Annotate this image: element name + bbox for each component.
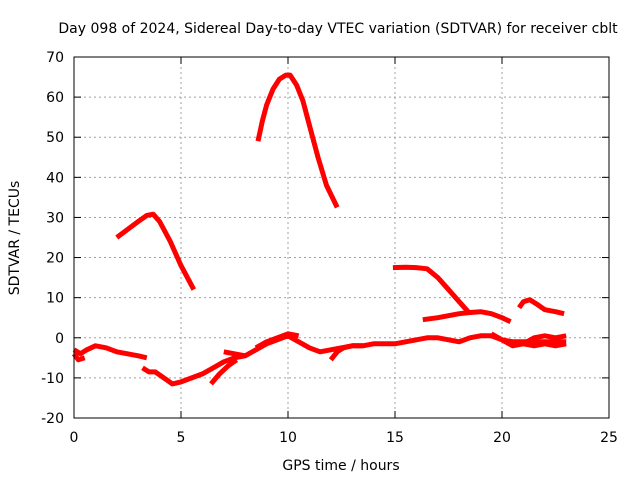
series-line-arc-7 <box>71 352 86 363</box>
series-line-arc-6 <box>72 343 148 361</box>
series-line-arc-9 <box>209 357 239 386</box>
series-line-arc-12 <box>328 343 363 362</box>
y-tick-label: 60 <box>46 90 64 106</box>
series-line-arc-13 <box>490 331 567 349</box>
series-line-arc-5 <box>517 297 565 317</box>
series-group <box>71 72 567 387</box>
x-tick-label: 10 <box>279 430 297 446</box>
ticks <box>73 56 610 419</box>
y-tick-label: 50 <box>46 130 64 146</box>
series-line-arc-11 <box>254 331 300 350</box>
series-line-arc-3 <box>392 264 472 316</box>
tick-labels: 0 5 10 15 20 25 -20 -10 0 10 20 30 40 50 60 70 <box>41 50 618 446</box>
chart-title: Day 098 of 2024, Sidereal Day-to-day VTE… <box>58 21 618 37</box>
y-tick-label: -20 <box>41 411 64 427</box>
y-tick-label: 10 <box>46 291 64 307</box>
x-tick-label: 5 <box>177 430 186 446</box>
x-tick-label: 20 <box>493 430 511 446</box>
y-tick-label: 70 <box>46 50 64 66</box>
y-tick-label: 40 <box>46 170 64 186</box>
series-line-arc-8 <box>141 353 246 387</box>
y-tick-label: 0 <box>55 331 64 347</box>
series-line-arc-1 <box>115 211 197 291</box>
x-axis-label: GPS time / hours <box>282 458 399 474</box>
x-tick-label: 15 <box>386 430 404 446</box>
y-axis-label: SDTVAR / TECUs <box>7 181 23 296</box>
grid <box>74 57 609 418</box>
series-line-arc-14 <box>512 339 567 349</box>
y-tick-label: 30 <box>46 210 64 226</box>
series-line-arc-4 <box>422 309 512 324</box>
y-tick-label: 20 <box>46 251 64 267</box>
series-line-arc-2 <box>255 72 340 209</box>
y-tick-label: -10 <box>41 371 64 387</box>
plot-frame <box>73 56 610 419</box>
x-tick-label: 25 <box>600 430 618 446</box>
x-tick-label: 0 <box>70 430 79 446</box>
